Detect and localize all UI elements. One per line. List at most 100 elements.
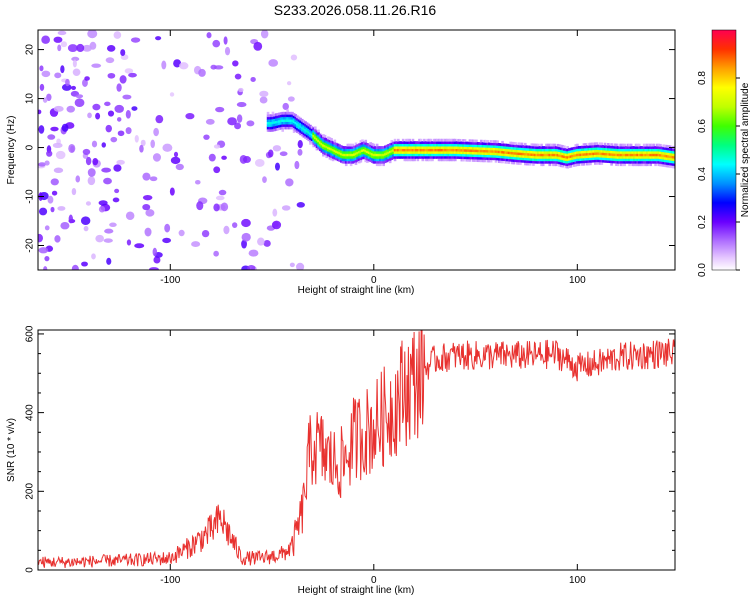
spectrogram-cell: [649, 143, 652, 147]
spectrogram-cell: [292, 115, 296, 119]
spectrogram-cell: [310, 133, 314, 137]
spectrogram-cell: [501, 153, 504, 156]
spectrogram-cell: [401, 148, 405, 152]
spectrogram-cell: [91, 63, 102, 68]
spectrogram-cell: [517, 157, 521, 160]
spectrogram-cell: [406, 141, 410, 145]
spectrogram-cell: [455, 148, 459, 152]
spectrogram-cell: [333, 154, 337, 158]
spectrogram-cell: [580, 150, 584, 154]
spectrogram-cell: [439, 158, 442, 162]
spectrogram-cell: [47, 195, 54, 204]
spectrogram-cell: [375, 160, 379, 164]
spectrogram-cell: [618, 146, 622, 149]
spectrogram-cell: [514, 149, 517, 153]
spectrogram-cell: [120, 49, 126, 56]
spectrogram-cell: [449, 143, 452, 147]
spectrogram-cell: [667, 164, 670, 168]
spectrogram-cell: [458, 141, 462, 145]
spectrogram-cell: [170, 156, 181, 165]
spectrogram-cell: [375, 151, 379, 154]
spectrogram-cell: [452, 155, 455, 159]
spectrogram-cell: [545, 148, 548, 152]
spectrogram-cell: [284, 116, 288, 120]
spectrogram-cell: [468, 146, 472, 150]
spectrogram-cell: [317, 136, 320, 140]
spectrogram-cell: [366, 147, 369, 151]
spectrogram-cell: [556, 156, 560, 159]
spectrogram-cell: [639, 151, 643, 154]
spectrogram-cell: [631, 151, 635, 154]
spectrogram-cell: [454, 143, 457, 147]
spectrogram-cell: [426, 143, 429, 147]
spectrogram-cell: [444, 151, 447, 154]
spectrogram-cell: [628, 153, 631, 157]
spectrogram-cell: [652, 143, 656, 147]
spectrogram-cell: [377, 148, 381, 152]
spectrogram-cell: [215, 195, 225, 201]
spectrogram-cell: [323, 152, 327, 155]
spectrogram-cell: [310, 125, 314, 129]
spectrogram-cell: [561, 154, 565, 158]
spectrogram-cell: [312, 127, 315, 131]
spectrogram-cell: [327, 143, 330, 147]
spectrogram-cell: [475, 154, 478, 158]
spectrogram-cell: [408, 146, 412, 149]
spectrogram-cell: [592, 152, 595, 156]
spectrogram-cell: [481, 147, 485, 150]
spectrogram-cell: [587, 145, 591, 149]
spectrogram-cell: [496, 145, 499, 149]
spectrogram-cell: [664, 161, 667, 165]
spectrogram-cell: [585, 155, 589, 159]
spectrogram-cell: [427, 151, 431, 154]
spectrogram-cell: [375, 158, 379, 162]
spectrogram-cell: [563, 150, 566, 154]
spectrogram-cell: [566, 163, 569, 166]
spectrogram-cell: [595, 161, 599, 165]
spectrogram-cell: [427, 155, 431, 159]
spectrogram-cell: [566, 160, 569, 164]
spectrogram-cell: [313, 133, 317, 137]
spectrogram-cell: [392, 148, 395, 152]
spectrogram-cell: [66, 105, 76, 113]
spectrogram-cell: [673, 160, 675, 164]
spectrogram-cell: [300, 121, 304, 125]
spectrogram-cell: [494, 150, 498, 153]
spectrogram-cell: [354, 159, 358, 163]
spectrogram-cell: [130, 37, 141, 43]
spectrogram-cell: [83, 225, 89, 232]
spectrogram-cell: [486, 144, 490, 148]
spectrogram-cell: [309, 132, 312, 135]
spectrogram-cell: [439, 151, 442, 154]
spectrogram-cell: [397, 148, 400, 152]
spectrogram-cell: [46, 150, 53, 157]
spectrogram-cell: [304, 126, 307, 129]
spectrogram-cell: [493, 154, 496, 158]
spectrogram-cell: [372, 151, 376, 154]
spectrogram-cell: [336, 150, 340, 154]
spectrogram-cell: [367, 158, 371, 162]
spectrogram-cell: [283, 126, 286, 130]
spectrogram-cell: [642, 148, 646, 152]
spectrogram-cell: [637, 143, 641, 147]
spectrogram-cell: [465, 158, 469, 162]
spectrogram-cell: [664, 159, 667, 163]
spectrogram-cell: [478, 159, 482, 163]
spectrogram-cell: [393, 153, 397, 157]
spectrogram-cell: [512, 149, 516, 153]
spectrogram-cell: [374, 155, 377, 159]
spectrogram-cell: [434, 148, 438, 152]
spectrogram-cell: [431, 146, 434, 149]
spectrogram-cell: [475, 139, 478, 143]
spectrogram-cell: [465, 146, 469, 150]
spectrogram-cell: [178, 229, 185, 237]
spectrogram-cell: [488, 159, 491, 163]
spectrogram-cell: [512, 154, 516, 158]
spectrogram-cell: [613, 158, 617, 161]
spectrogram-cell: [603, 152, 607, 156]
spectrogram-cell: [502, 148, 506, 152]
spectrogram-cell: [398, 153, 402, 157]
spectrogram-cell: [532, 163, 535, 166]
spectrogram-cell: [517, 154, 521, 158]
spectrogram-cell: [423, 153, 426, 157]
